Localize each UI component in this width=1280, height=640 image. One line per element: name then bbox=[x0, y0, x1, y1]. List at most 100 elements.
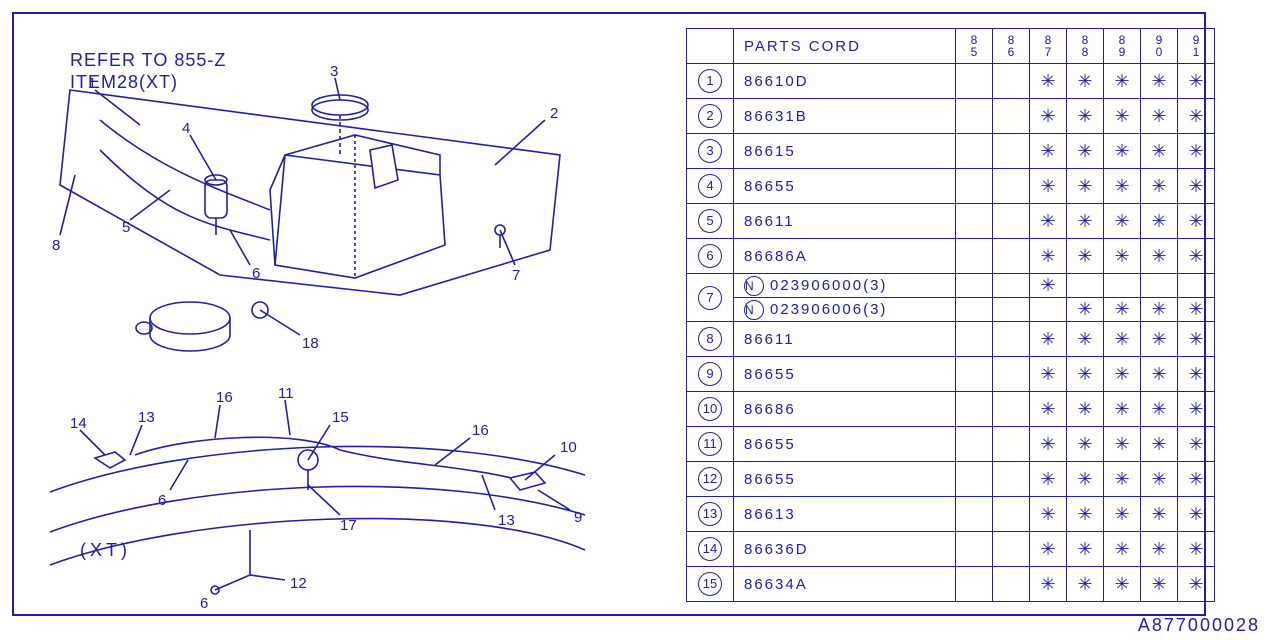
table-row: N023906006(3)✳✳✳✳ bbox=[687, 298, 1215, 322]
svg-text:2: 2 bbox=[550, 105, 558, 122]
year-cell bbox=[1067, 274, 1104, 298]
table-row: 1486636D✳✳✳✳✳ bbox=[687, 532, 1215, 567]
year-cell: ✳ bbox=[1141, 357, 1178, 392]
svg-text:6: 6 bbox=[200, 595, 208, 612]
year-cell: ✳ bbox=[1141, 134, 1178, 169]
svg-text:3: 3 bbox=[330, 63, 338, 80]
year-cell: ✳ bbox=[1178, 427, 1215, 462]
year-cell: ✳ bbox=[1067, 204, 1104, 239]
part-code: 86631B bbox=[734, 99, 956, 134]
row-num: 8 bbox=[687, 322, 734, 357]
year-cell: ✳ bbox=[1104, 497, 1141, 532]
year-cell bbox=[993, 64, 1030, 99]
diagram-svg: 1 2 3 4 5 6 7 8 18 14 13 16 11 6 15 17 1… bbox=[40, 60, 590, 600]
part-code: 86655 bbox=[734, 357, 956, 392]
year-cell bbox=[1104, 274, 1141, 298]
year-cell: ✳ bbox=[1141, 392, 1178, 427]
year-cell: ✳ bbox=[1141, 427, 1178, 462]
year-cell: ✳ bbox=[1067, 322, 1104, 357]
year-cell: ✳ bbox=[1104, 567, 1141, 602]
row-num: 9 bbox=[687, 357, 734, 392]
year-cell bbox=[993, 532, 1030, 567]
year-cell bbox=[993, 169, 1030, 204]
year-cell: ✳ bbox=[1030, 392, 1067, 427]
year-cell: ✳ bbox=[1030, 99, 1067, 134]
year-cell: ✳ bbox=[1030, 357, 1067, 392]
year-cell: ✳ bbox=[1067, 392, 1104, 427]
part-code: N023906006(3) bbox=[734, 298, 956, 322]
year-cell: ✳ bbox=[1178, 169, 1215, 204]
svg-text:10: 10 bbox=[560, 439, 577, 456]
year-cell: ✳ bbox=[1178, 204, 1215, 239]
year-cell: ✳ bbox=[1030, 462, 1067, 497]
year-cell: ✳ bbox=[1030, 274, 1067, 298]
year-col-87: 87 bbox=[1030, 29, 1067, 64]
page-root: REFER TO 855-Z ITEM28(XT) bbox=[0, 0, 1280, 640]
year-cell: ✳ bbox=[1104, 134, 1141, 169]
table-row: 1586634A✳✳✳✳✳ bbox=[687, 567, 1215, 602]
year-cell bbox=[993, 274, 1030, 298]
part-code: 86655 bbox=[734, 462, 956, 497]
svg-text:13: 13 bbox=[498, 512, 515, 529]
year-cell: ✳ bbox=[1141, 322, 1178, 357]
year-col-85: 85 bbox=[956, 29, 993, 64]
parts-table-wrap: PARTS CORD85868788899091186610D✳✳✳✳✳2866… bbox=[686, 28, 1215, 602]
diagram-variant-label: (XT) bbox=[80, 540, 131, 561]
year-cell: ✳ bbox=[1141, 567, 1178, 602]
row-num: 6 bbox=[687, 239, 734, 274]
svg-text:15: 15 bbox=[332, 409, 349, 426]
svg-text:6: 6 bbox=[252, 265, 260, 282]
year-cell bbox=[993, 298, 1030, 322]
year-cell: ✳ bbox=[1178, 392, 1215, 427]
year-cell: ✳ bbox=[1104, 99, 1141, 134]
year-cell: ✳ bbox=[1104, 532, 1141, 567]
table-row: 286631B✳✳✳✳✳ bbox=[687, 99, 1215, 134]
part-code: 86686 bbox=[734, 392, 956, 427]
table-row: 186610D✳✳✳✳✳ bbox=[687, 64, 1215, 99]
row-num: 5 bbox=[687, 204, 734, 239]
year-cell bbox=[956, 322, 993, 357]
table-row: 886611✳✳✳✳✳ bbox=[687, 322, 1215, 357]
part-code: 86636D bbox=[734, 532, 956, 567]
year-cell: ✳ bbox=[1141, 298, 1178, 322]
svg-text:18: 18 bbox=[302, 335, 319, 352]
year-cell bbox=[993, 134, 1030, 169]
part-code: 86611 bbox=[734, 322, 956, 357]
table-row: 1286655✳✳✳✳✳ bbox=[687, 462, 1215, 497]
year-col-89: 89 bbox=[1104, 29, 1141, 64]
year-cell: ✳ bbox=[1178, 64, 1215, 99]
table-row: 386615✳✳✳✳✳ bbox=[687, 134, 1215, 169]
year-cell: ✳ bbox=[1104, 462, 1141, 497]
year-cell bbox=[956, 298, 993, 322]
year-cell: ✳ bbox=[1141, 204, 1178, 239]
year-cell: ✳ bbox=[1141, 239, 1178, 274]
year-cell bbox=[993, 497, 1030, 532]
year-cell: ✳ bbox=[1104, 392, 1141, 427]
year-cell bbox=[956, 169, 993, 204]
year-cell bbox=[956, 99, 993, 134]
year-cell: ✳ bbox=[1141, 462, 1178, 497]
year-cell: ✳ bbox=[1141, 532, 1178, 567]
parts-table: PARTS CORD85868788899091186610D✳✳✳✳✳2866… bbox=[686, 28, 1215, 602]
svg-text:4: 4 bbox=[182, 120, 190, 137]
year-cell: ✳ bbox=[1030, 322, 1067, 357]
year-cell bbox=[956, 532, 993, 567]
part-code: 86634A bbox=[734, 567, 956, 602]
part-code: 86615 bbox=[734, 134, 956, 169]
svg-text:12: 12 bbox=[290, 575, 307, 592]
row-num: 4 bbox=[687, 169, 734, 204]
part-code: 86655 bbox=[734, 169, 956, 204]
table-row: 486655✳✳✳✳✳ bbox=[687, 169, 1215, 204]
year-cell: ✳ bbox=[1067, 298, 1104, 322]
year-cell: ✳ bbox=[1067, 497, 1104, 532]
year-cell: ✳ bbox=[1030, 204, 1067, 239]
year-cell: ✳ bbox=[1104, 427, 1141, 462]
row-num: 2 bbox=[687, 99, 734, 134]
year-cell: ✳ bbox=[1141, 497, 1178, 532]
year-cell bbox=[956, 64, 993, 99]
svg-text:7: 7 bbox=[512, 267, 520, 284]
svg-text:6: 6 bbox=[158, 492, 166, 509]
year-cell bbox=[1178, 274, 1215, 298]
year-cell: ✳ bbox=[1030, 134, 1067, 169]
year-cell: ✳ bbox=[1178, 532, 1215, 567]
